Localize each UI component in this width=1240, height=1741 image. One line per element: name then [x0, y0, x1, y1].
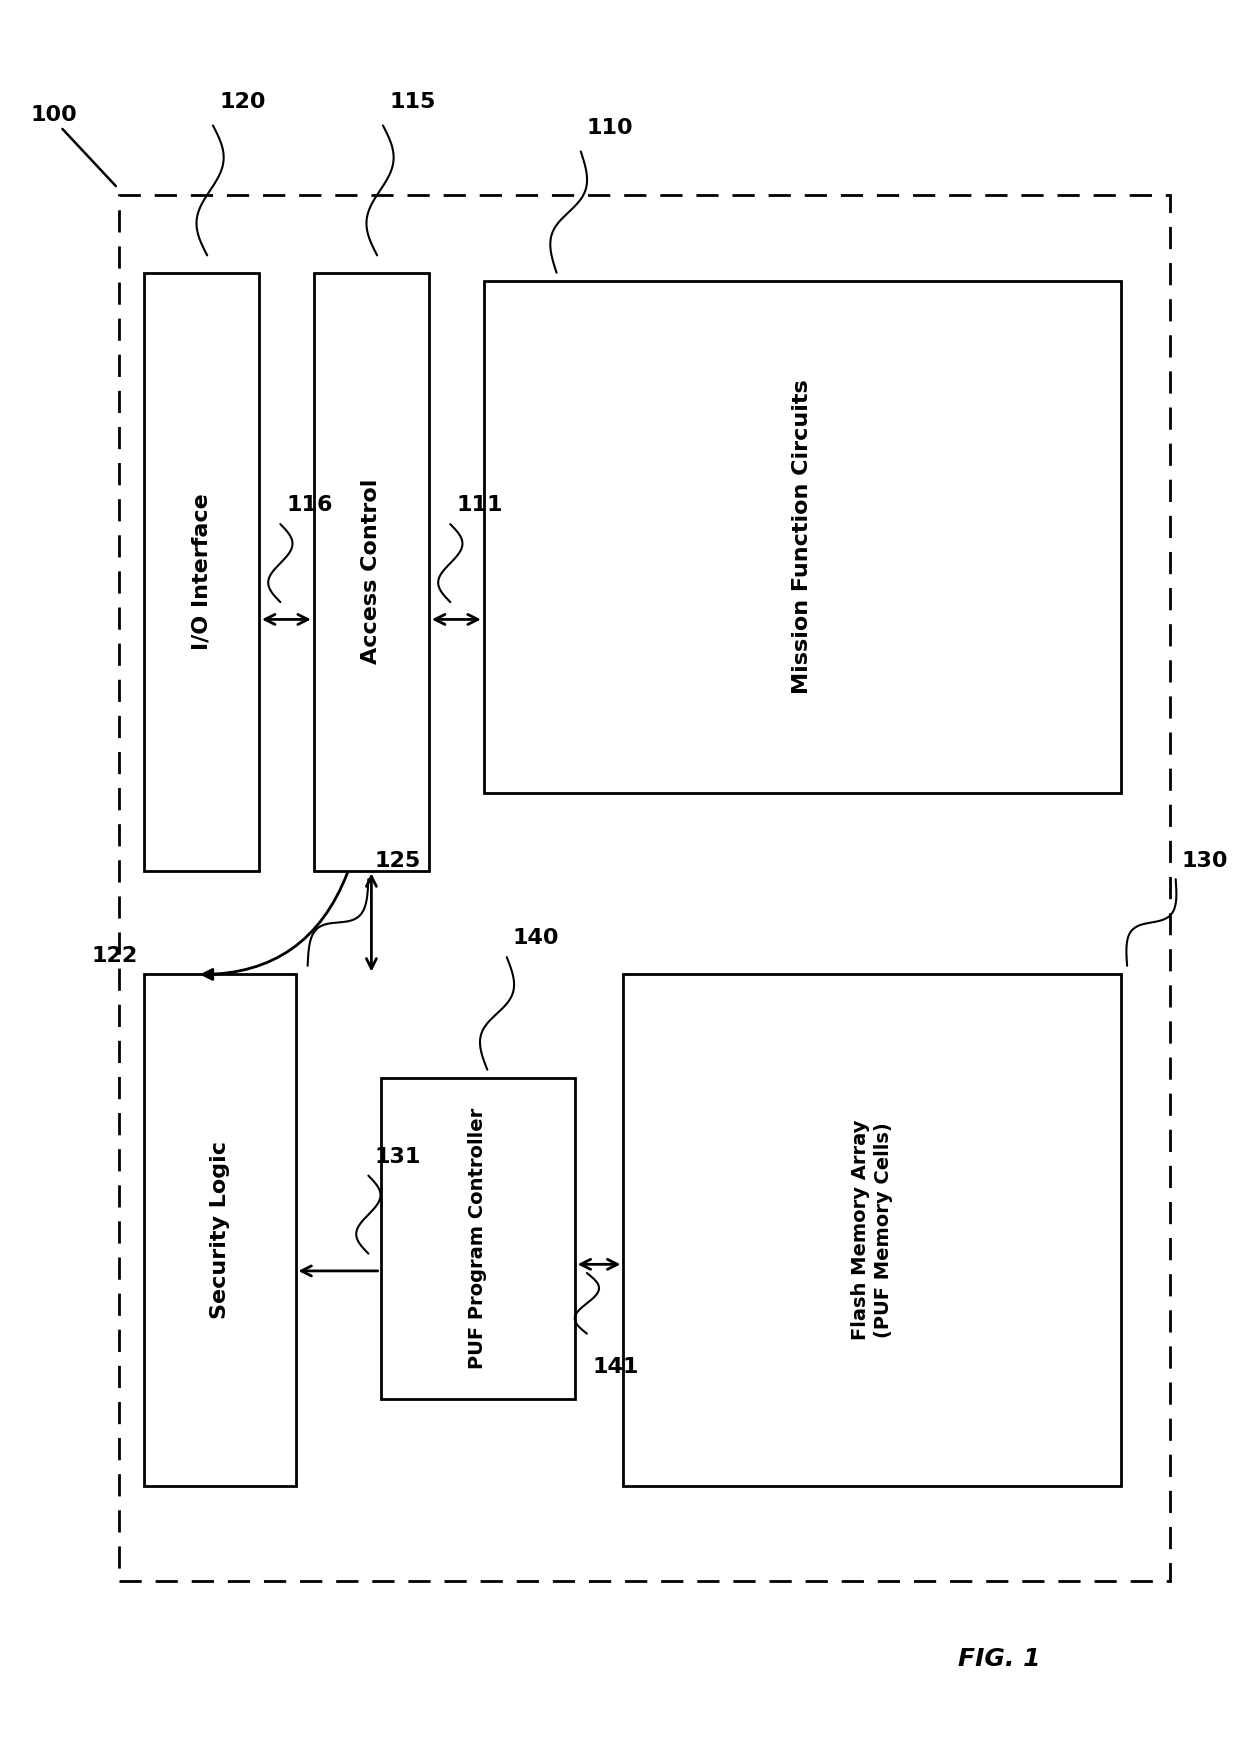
Text: Security Logic: Security Logic — [210, 1140, 229, 1320]
Text: Mission Function Circuits: Mission Function Circuits — [792, 380, 812, 695]
Text: 111: 111 — [456, 496, 503, 515]
Bar — [381, 1078, 575, 1400]
Text: 116: 116 — [286, 496, 332, 515]
Text: I/O Interface: I/O Interface — [191, 493, 212, 649]
Text: 131: 131 — [374, 1147, 420, 1166]
Bar — [144, 975, 295, 1485]
Text: Flash Memory Array
(PUF Memory Cells): Flash Memory Array (PUF Memory Cells) — [851, 1119, 894, 1341]
Text: 125: 125 — [374, 851, 420, 870]
Bar — [624, 975, 1121, 1485]
Text: 122: 122 — [92, 945, 138, 966]
Text: 115: 115 — [389, 92, 435, 111]
Text: 130: 130 — [1182, 851, 1229, 870]
Text: 141: 141 — [593, 1356, 640, 1377]
Text: 120: 120 — [219, 92, 265, 111]
Text: Access Control: Access Control — [361, 479, 382, 665]
Bar — [119, 195, 1169, 1581]
Bar — [144, 273, 259, 870]
Bar — [484, 282, 1121, 792]
Bar — [314, 273, 429, 870]
Text: 100: 100 — [31, 106, 78, 125]
FancyArrowPatch shape — [203, 872, 347, 980]
Text: 140: 140 — [513, 928, 559, 949]
Text: FIG. 1: FIG. 1 — [959, 1647, 1040, 1671]
Text: PUF Program Controller: PUF Program Controller — [469, 1107, 487, 1370]
Text: 110: 110 — [587, 118, 634, 138]
